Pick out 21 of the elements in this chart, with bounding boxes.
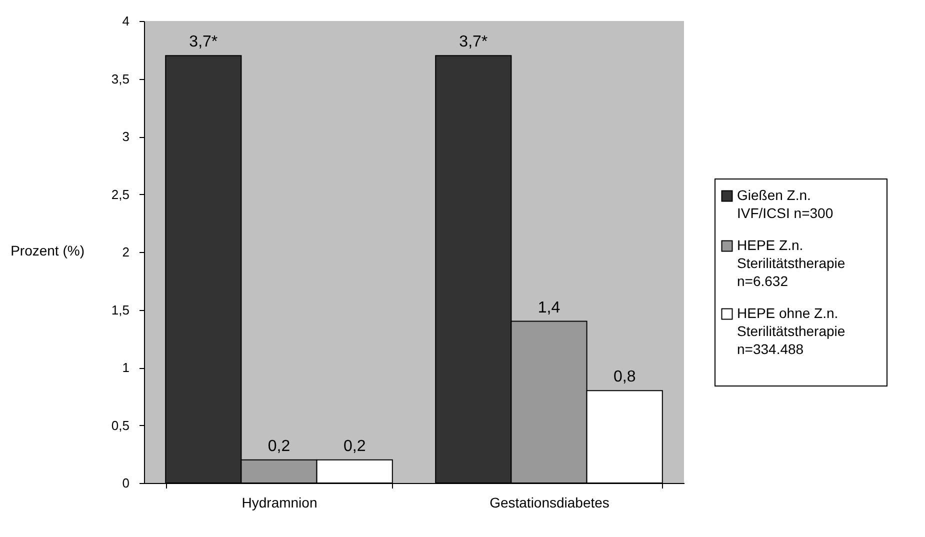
x-tick-label: Hydramnion [242, 494, 318, 510]
y-axis-title: Prozent (%) [10, 242, 84, 258]
legend-label: Gießen Z.n. IVF/ICSI n=300 [737, 187, 834, 221]
data-label: 0,2 [343, 438, 366, 455]
data-label: 0,2 [268, 438, 290, 455]
data-label: 1,4 [538, 299, 560, 316]
y-tick-label: 4 [122, 14, 130, 28]
legend-label: HEPE Z.n. Sterilitätstherapie n=6.632 [737, 237, 846, 289]
y-tick-label: 1,5 [111, 302, 130, 318]
y-tick-label: 2 [122, 244, 130, 260]
y-tick-label: 0,5 [111, 418, 130, 433]
y-tick-label: 3 [122, 129, 130, 144]
data-label: 3,7* [459, 34, 488, 51]
y-tick-label: 3,5 [111, 71, 130, 86]
y-tick-label: 1 [122, 360, 130, 375]
x-tick-label: Gestationsdiabetes [490, 494, 610, 510]
y-tick-label: 2,5 [111, 186, 130, 202]
data-label: 3,7* [189, 34, 218, 51]
y-tick-label: 0 [122, 476, 130, 490]
data-label: 0,8 [613, 368, 636, 386]
legend-label: HEPE ohne Z.n. Sterilitätstherapie n=334.488 [737, 305, 846, 357]
